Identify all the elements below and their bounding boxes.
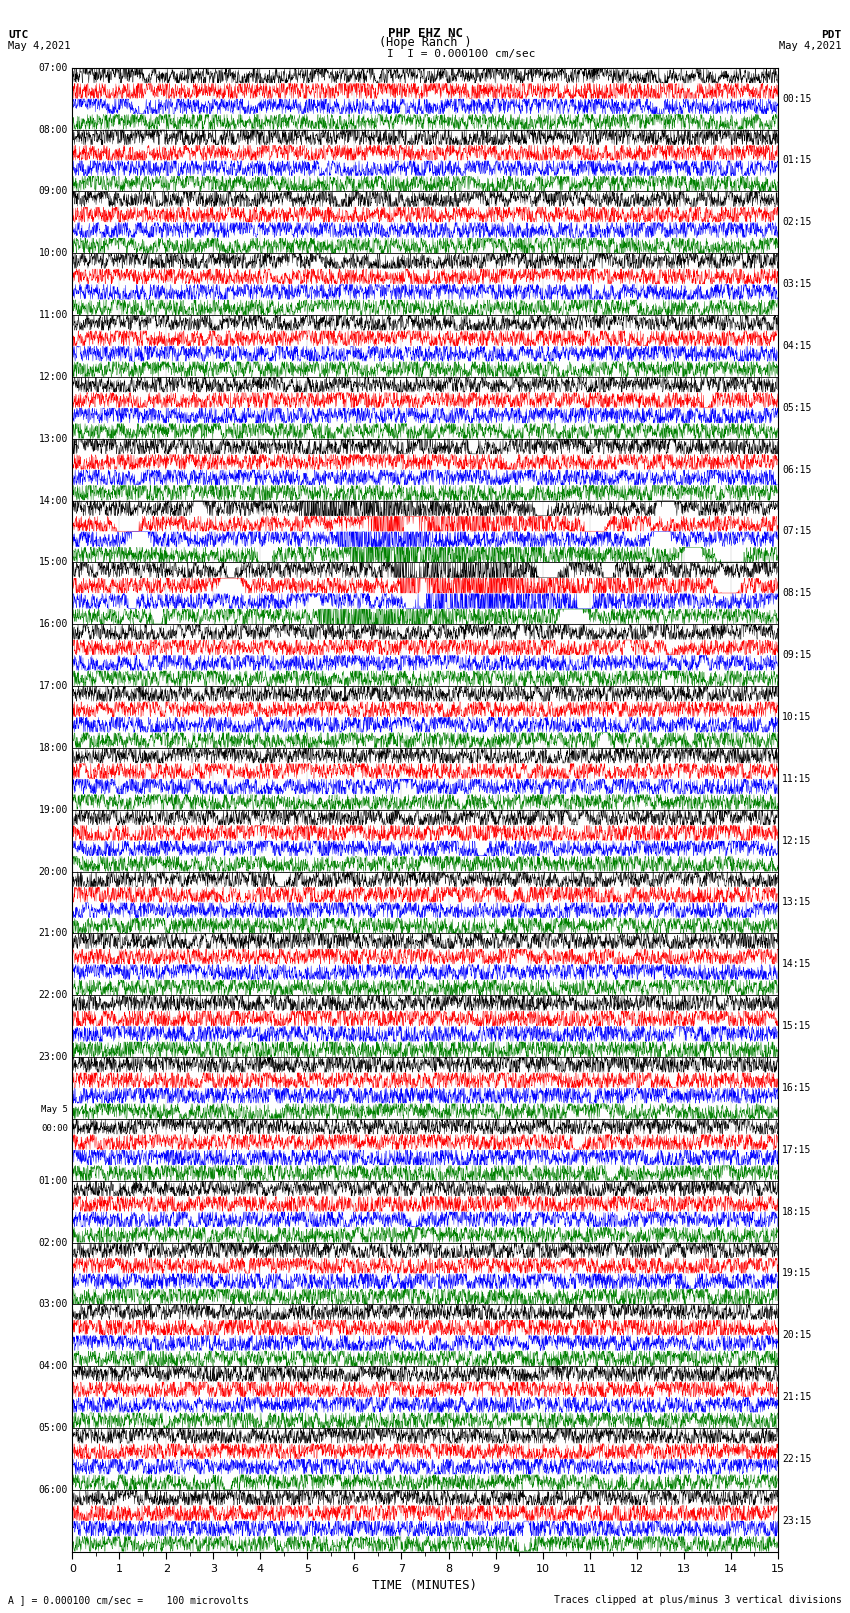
Text: 14:00: 14:00 [38, 495, 68, 505]
Text: 12:00: 12:00 [38, 373, 68, 382]
Text: 22:00: 22:00 [38, 990, 68, 1000]
Text: 04:00: 04:00 [38, 1361, 68, 1371]
Text: 10:15: 10:15 [782, 711, 812, 723]
Text: PDT: PDT [821, 29, 842, 39]
Text: 13:15: 13:15 [782, 897, 812, 908]
Text: 23:15: 23:15 [782, 1516, 812, 1526]
Text: 21:00: 21:00 [38, 929, 68, 939]
Text: 16:00: 16:00 [38, 619, 68, 629]
Text: (Hope Ranch ): (Hope Ranch ) [379, 35, 471, 50]
Text: 01:00: 01:00 [38, 1176, 68, 1186]
Text: May 4,2021: May 4,2021 [779, 40, 842, 50]
Text: 19:00: 19:00 [38, 805, 68, 815]
Text: 03:00: 03:00 [38, 1300, 68, 1310]
Text: 11:15: 11:15 [782, 774, 812, 784]
Text: 17:00: 17:00 [38, 681, 68, 690]
Text: 09:15: 09:15 [782, 650, 812, 660]
Text: 04:15: 04:15 [782, 340, 812, 352]
Text: 15:00: 15:00 [38, 558, 68, 568]
Text: 23:00: 23:00 [38, 1052, 68, 1061]
Text: 16:15: 16:15 [782, 1082, 812, 1094]
Text: 22:15: 22:15 [782, 1453, 812, 1465]
Text: May 5: May 5 [41, 1105, 68, 1115]
Text: PHP EHZ NC: PHP EHZ NC [388, 26, 462, 39]
Text: 08:15: 08:15 [782, 589, 812, 598]
Text: A ] = 0.000100 cm/sec =    100 microvolts: A ] = 0.000100 cm/sec = 100 microvolts [8, 1595, 249, 1605]
Text: 05:15: 05:15 [782, 403, 812, 413]
Text: 18:15: 18:15 [782, 1207, 812, 1216]
Text: 01:15: 01:15 [782, 155, 812, 166]
Text: 00:00: 00:00 [41, 1124, 68, 1132]
Text: 02:00: 02:00 [38, 1237, 68, 1247]
Text: 18:00: 18:00 [38, 744, 68, 753]
Text: I  I = 0.000100 cm/sec: I I = 0.000100 cm/sec [387, 48, 536, 58]
Text: 09:00: 09:00 [38, 187, 68, 197]
Text: 11:00: 11:00 [38, 310, 68, 319]
Text: 06:00: 06:00 [38, 1486, 68, 1495]
Text: 08:00: 08:00 [38, 124, 68, 134]
Text: 17:15: 17:15 [782, 1145, 812, 1155]
Text: 07:00: 07:00 [38, 63, 68, 73]
Text: 07:15: 07:15 [782, 526, 812, 537]
Text: UTC: UTC [8, 29, 29, 39]
Text: 14:15: 14:15 [782, 960, 812, 969]
Text: 20:15: 20:15 [782, 1331, 812, 1340]
Text: 00:15: 00:15 [782, 94, 812, 103]
Text: 19:15: 19:15 [782, 1268, 812, 1279]
Text: Traces clipped at plus/minus 3 vertical divisions: Traces clipped at plus/minus 3 vertical … [553, 1595, 842, 1605]
Text: 12:15: 12:15 [782, 836, 812, 845]
Text: 20:00: 20:00 [38, 866, 68, 876]
Text: 02:15: 02:15 [782, 218, 812, 227]
Text: May 4,2021: May 4,2021 [8, 40, 71, 50]
Text: 15:15: 15:15 [782, 1021, 812, 1031]
Text: 06:15: 06:15 [782, 465, 812, 474]
Text: 03:15: 03:15 [782, 279, 812, 289]
Text: 13:00: 13:00 [38, 434, 68, 444]
Text: 21:15: 21:15 [782, 1392, 812, 1402]
Text: 05:00: 05:00 [38, 1423, 68, 1432]
Text: 10:00: 10:00 [38, 248, 68, 258]
X-axis label: TIME (MINUTES): TIME (MINUTES) [372, 1579, 478, 1592]
